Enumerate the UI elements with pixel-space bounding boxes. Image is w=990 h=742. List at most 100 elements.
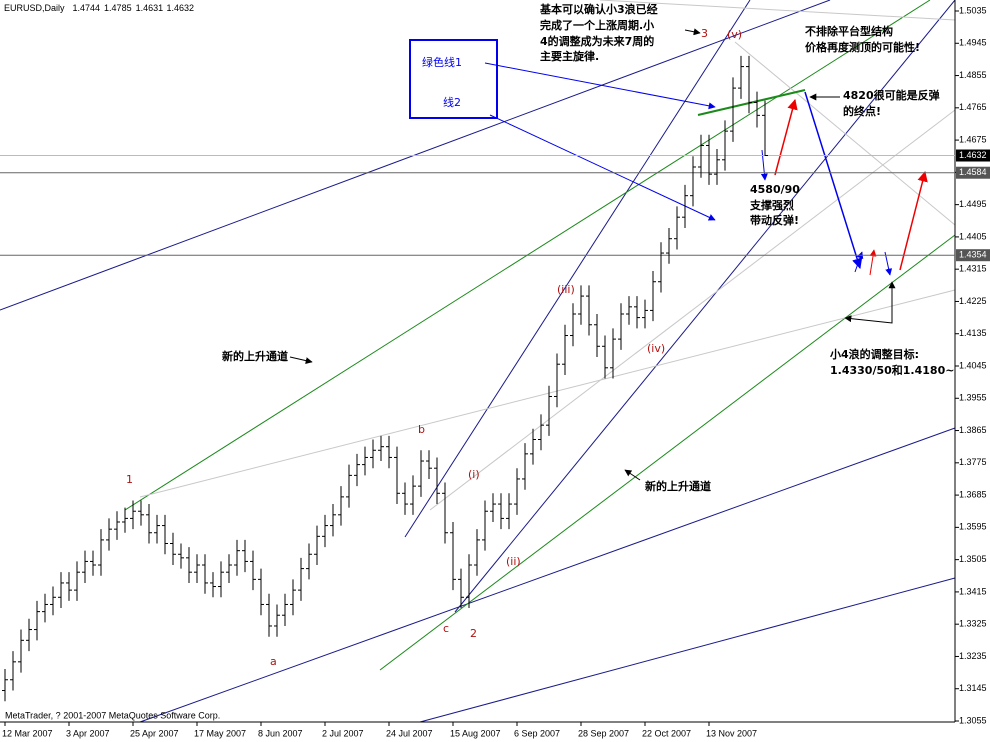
price-label: 1.4354 (959, 250, 987, 260)
price-label: 1.4584 (959, 167, 987, 177)
annotation: 小4浪的调整目标: (829, 347, 919, 361)
annotation: 完成了一个上涨周期.小 (540, 18, 654, 32)
annotation: 4820很可能是反弹 (843, 88, 940, 102)
trend-line (734, 41, 956, 226)
y-tick-label: 1.4225 (959, 296, 987, 306)
annotation: 的终点! (843, 104, 881, 118)
y-tick-label: 1.3595 (959, 522, 987, 532)
x-tick-label: 13 Nov 2007 (706, 728, 757, 738)
annotation: 不排除平台型结构 (805, 24, 893, 38)
x-tick-label: 22 Oct 2007 (642, 728, 691, 738)
y-tick-label: 1.3055 (959, 715, 987, 725)
annotation: b (418, 423, 425, 436)
y-tick-label: 1.3505 (959, 554, 987, 564)
label-box (409, 39, 498, 119)
arrow (489, 114, 716, 221)
arrow (484, 62, 716, 110)
symbol: EURUSD,Daily (4, 3, 65, 13)
x-tick-label: 17 May 2007 (194, 728, 246, 738)
price-label-bg (956, 166, 990, 179)
y-tick-label: 1.3235 (959, 651, 987, 661)
y-tick-label: 1.4495 (959, 199, 987, 209)
annotation: (i) (468, 468, 480, 481)
trend-line (419, 577, 956, 723)
annotation: 主要主旋律. (540, 49, 599, 63)
trend-line (429, 109, 956, 511)
y-tick-label: 1.3145 (959, 683, 987, 693)
trend-line (404, 0, 751, 538)
open: 1.4744 (73, 3, 101, 13)
y-tick-label: 1.4135 (959, 328, 987, 338)
annotation: 4580/90 (750, 183, 800, 196)
annotation: 绿色线1 (422, 55, 462, 69)
low: 1.4631 (136, 3, 164, 13)
arrow (774, 98, 798, 176)
trend-line (0, 0, 831, 311)
trend-line (599, 0, 956, 21)
annotation: (ii) (506, 555, 521, 568)
annotation: a (270, 655, 277, 668)
annotation: 1 (126, 473, 133, 486)
annotation: (iii) (557, 283, 575, 296)
arrow (289, 356, 313, 365)
trend-line (454, 0, 956, 613)
annotation: 2 (470, 627, 477, 640)
close: 1.4632 (166, 3, 194, 13)
y-tick-label: 1.4045 (959, 360, 987, 370)
y-tick-label: 1.4945 (959, 38, 987, 48)
price-label: 1.4632 (959, 150, 987, 160)
y-tick-label: 1.3865 (959, 425, 987, 435)
annotation: c (443, 622, 449, 635)
y-tick-label: 1.3415 (959, 586, 987, 596)
arrow (844, 285, 893, 324)
x-tick-label: 2 Jul 2007 (322, 728, 364, 738)
annotation: 3 (701, 27, 708, 40)
footer: MetaTrader, ? 2001-2007 MetaQuotes Softw… (5, 710, 220, 720)
annotation: (v) (727, 28, 742, 41)
high: 1.4785 (104, 3, 132, 13)
annotation: 新的上升通道 (222, 349, 288, 363)
x-tick-label: 24 Jul 2007 (386, 728, 433, 738)
trend-line (379, 234, 956, 671)
trend-line (139, 289, 956, 498)
annotation: 价格再度测顶的可能性! (805, 40, 920, 54)
arrow (884, 251, 893, 276)
x-tick-label: 6 Sep 2007 (514, 728, 560, 738)
arrow (624, 469, 641, 481)
arrow (869, 249, 877, 276)
annotation: 4的调整成为未来7周的 (540, 34, 654, 48)
annotation: 1.4330/50和1.4180~ (830, 363, 954, 377)
drawing-objects (0, 0, 956, 723)
y-tick-label: 1.3775 (959, 457, 987, 467)
annotation: 带动反弹! (750, 213, 799, 227)
x-tick-label: 12 Mar 2007 (2, 728, 53, 738)
arrow (684, 28, 701, 36)
annotation: 线2 (443, 95, 461, 109)
y-tick-label: 1.4855 (959, 70, 987, 80)
trend-line (139, 427, 956, 723)
x-tick-label: 8 Jun 2007 (258, 728, 303, 738)
x-tick-label: 3 Apr 2007 (66, 728, 110, 738)
x-tick-label: 25 Apr 2007 (130, 728, 179, 738)
arrow (804, 91, 863, 270)
x-tick-label: 15 Aug 2007 (450, 728, 501, 738)
arrow (899, 170, 928, 271)
y-tick-label: 1.4405 (959, 231, 987, 241)
y-tick-label: 1.3325 (959, 619, 987, 629)
annotation: 基本可以确认小3浪已经 (539, 2, 658, 16)
price-label-bg (956, 149, 990, 162)
y-tick-label: 1.3955 (959, 393, 987, 403)
price-label-bg (956, 249, 990, 262)
y-tick-label: 1.4675 (959, 134, 987, 144)
y-tick-label: 1.4315 (959, 264, 987, 274)
y-tick-label: 1.3685 (959, 489, 987, 499)
annotation: 新的上升通道 (645, 479, 711, 493)
x-tick-label: 28 Sep 2007 (578, 728, 629, 738)
annotation: (iv) (647, 342, 665, 355)
arrow (760, 149, 768, 181)
header: EURUSD,Daily 1.4744 1.4785 1.4631 1.4632 (4, 3, 194, 13)
y-tick-label: 1.5035 (959, 5, 987, 15)
y-tick-label: 1.4765 (959, 102, 987, 112)
annotation: 支撑强烈 (749, 198, 794, 212)
